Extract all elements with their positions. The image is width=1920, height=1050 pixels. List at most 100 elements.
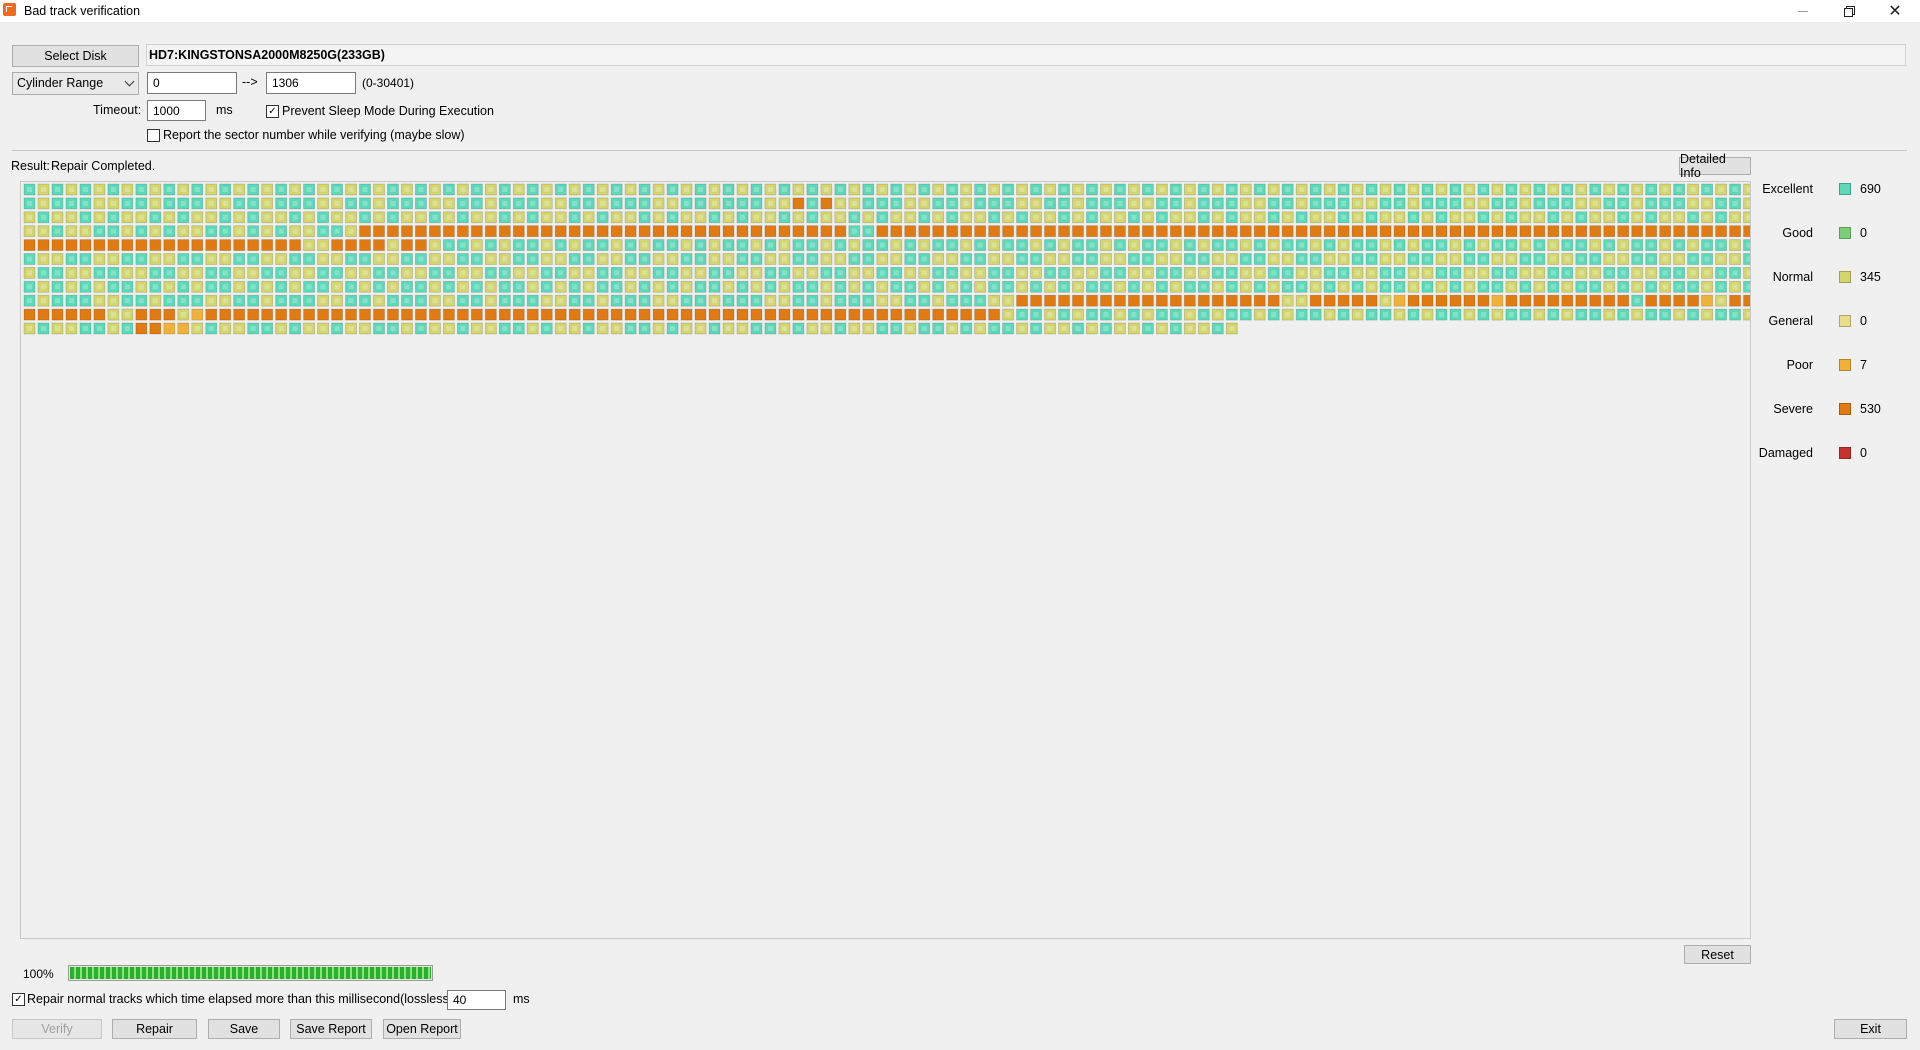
track-block	[1281, 308, 1294, 321]
track-block-highlight	[1005, 298, 1011, 304]
track-block-highlight	[1648, 256, 1654, 262]
track-block-highlight	[110, 200, 116, 206]
track-block-highlight	[502, 200, 508, 206]
track-block-highlight	[1271, 214, 1277, 220]
track-block-highlight	[1383, 256, 1389, 262]
track-block	[1463, 197, 1476, 210]
track-block-highlight	[851, 298, 857, 304]
track-block-highlight	[320, 326, 326, 331]
track-block-highlight	[977, 242, 983, 248]
track-block	[918, 183, 931, 196]
track-block-highlight	[991, 326, 997, 331]
track-block-highlight	[1578, 214, 1584, 220]
restore-button[interactable]	[1826, 0, 1872, 22]
track-block	[93, 197, 106, 210]
track-block	[988, 322, 1001, 335]
track-block-highlight	[1718, 242, 1724, 248]
range-to-input[interactable]: 1306	[266, 72, 356, 94]
track-block	[317, 322, 329, 335]
open-report-button[interactable]: Open Report	[383, 1019, 461, 1039]
track-block-highlight	[292, 200, 298, 206]
range-from-input[interactable]: 0	[147, 72, 237, 94]
legend-label: General	[1768, 314, 1813, 328]
track-block-highlight	[1271, 270, 1277, 276]
track-block	[498, 197, 511, 210]
track-block-highlight	[1327, 200, 1333, 206]
track-block-highlight	[767, 284, 773, 290]
track-block-highlight	[1229, 200, 1235, 206]
repair-button[interactable]: Repair	[112, 1019, 197, 1039]
track-block	[359, 322, 371, 335]
track-block-highlight	[460, 242, 466, 248]
prevent-sleep-checkbox[interactable]: ✓	[266, 105, 279, 118]
save-report-button[interactable]: Save Report	[290, 1019, 372, 1039]
repair-threshold-checkbox[interactable]: ✓	[12, 993, 25, 1006]
track-block	[1267, 308, 1280, 321]
track-block-highlight	[1103, 242, 1109, 248]
track-block	[1547, 211, 1560, 224]
track-block	[1365, 267, 1378, 279]
report-sector-checkbox[interactable]	[147, 129, 160, 142]
track-block	[1547, 225, 1560, 238]
track-block-highlight	[1285, 242, 1291, 248]
track-block-highlight	[82, 187, 88, 192]
select-disk-button[interactable]: Select Disk	[12, 45, 139, 67]
track-block-highlight	[935, 187, 941, 192]
track-block-highlight	[208, 326, 214, 331]
track-block	[1407, 308, 1420, 321]
close-button[interactable]: ✕	[1872, 0, 1918, 22]
track-block-highlight	[54, 298, 60, 304]
track-block	[1253, 267, 1266, 279]
track-block	[373, 253, 385, 265]
save-button[interactable]: Save	[208, 1019, 280, 1039]
progress-fill	[70, 967, 431, 979]
track-block-highlight	[1634, 242, 1640, 248]
track-block	[1086, 308, 1098, 321]
track-block-highlight	[1355, 242, 1361, 248]
track-block-highlight	[222, 200, 228, 206]
track-block-highlight	[27, 187, 32, 192]
track-block	[1002, 267, 1014, 279]
track-block-highlight	[1746, 242, 1750, 248]
track-block	[1673, 253, 1686, 265]
track-block	[51, 280, 64, 293]
track-block-highlight	[628, 326, 634, 331]
track-block-highlight	[1355, 187, 1361, 192]
exit-button[interactable]: Exit	[1834, 1019, 1907, 1039]
track-block	[37, 308, 50, 321]
track-block-highlight	[600, 187, 606, 192]
repair-threshold-input[interactable]: 40	[447, 990, 506, 1010]
track-block	[1309, 183, 1322, 196]
track-block	[1379, 267, 1392, 279]
track-block-highlight	[1061, 242, 1067, 248]
track-block	[1128, 225, 1140, 238]
track-block-highlight	[558, 298, 564, 304]
track-block-highlight	[1452, 187, 1458, 192]
track-block	[1491, 197, 1504, 210]
track-block	[1645, 239, 1658, 251]
track-block	[1407, 267, 1420, 279]
track-block-highlight	[1578, 256, 1584, 262]
reset-button[interactable]: Reset	[1684, 945, 1751, 964]
track-block-highlight	[460, 256, 466, 262]
track-block-highlight	[767, 298, 773, 304]
minimize-button[interactable]	[1780, 0, 1826, 22]
track-block-highlight	[432, 326, 438, 331]
range-mode-select[interactable]: Cylinder Range	[12, 72, 139, 95]
track-block-highlight	[1355, 256, 1361, 262]
track-block	[1533, 239, 1546, 251]
track-block-highlight	[306, 214, 312, 220]
track-block	[694, 322, 707, 335]
detailed-info-button[interactable]: Detailed Info	[1679, 152, 1751, 180]
track-block-highlight	[823, 242, 829, 248]
track-block-highlight	[1662, 270, 1668, 276]
track-block-highlight	[348, 270, 354, 276]
track-block	[960, 225, 973, 238]
track-block	[359, 225, 371, 238]
verify-button[interactable]: Verify	[12, 1019, 102, 1039]
track-block-highlight	[1397, 256, 1403, 262]
track-block	[946, 294, 959, 307]
track-block-highlight	[264, 284, 270, 290]
track-block-highlight	[600, 298, 606, 304]
timeout-input[interactable]: 1000	[147, 100, 206, 121]
